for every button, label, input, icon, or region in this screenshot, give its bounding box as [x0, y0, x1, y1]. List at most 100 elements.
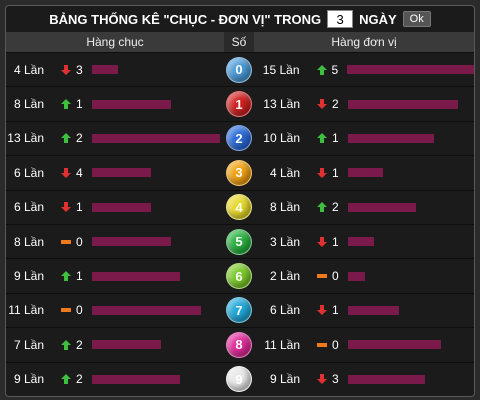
digit-cell: 1: [224, 91, 254, 118]
digit-ball: 5: [226, 228, 252, 255]
table-row: 8 Lần 1 1 13 Lần 2: [6, 86, 474, 120]
donvi-cell: 3 Lần 1: [254, 225, 474, 258]
donvi-times: 6 Lần: [269, 303, 300, 318]
digit-ball: 1: [226, 91, 252, 118]
donvi-times: 11 Lần: [264, 337, 300, 352]
donvi-cell: 4 Lần 1: [254, 156, 474, 189]
down-trend-icon: [60, 201, 72, 213]
up-trend-icon: [60, 373, 72, 385]
chuc-times: 9 Lần: [13, 372, 44, 387]
col-header-donvi: Hàng đơn vị: [331, 35, 397, 49]
chuc-count: 0: [76, 303, 83, 318]
up-trend-icon: [316, 64, 328, 76]
chuc-bar: [92, 133, 220, 143]
up-trend-icon: [60, 98, 72, 110]
chuc-count: 1: [76, 269, 83, 284]
chuc-times: 7 Lần: [13, 337, 44, 352]
digit-cell: 4: [224, 194, 254, 221]
chuc-times: 6 Lần: [13, 200, 44, 215]
chuc-cell: 9 Lần 1: [6, 259, 224, 292]
donvi-bar: [348, 374, 425, 384]
table-row: 7 Lần 2 8 11 Lần 0: [6, 327, 474, 361]
donvi-cell: 13 Lần 2: [254, 87, 474, 120]
donvi-times: 15 Lần: [262, 62, 300, 77]
chuc-count: 2: [76, 131, 83, 146]
donvi-count: 2: [332, 200, 339, 215]
chuc-cell: 8 Lần 0: [6, 225, 224, 258]
down-trend-icon: [316, 167, 328, 179]
chuc-bar: [92, 374, 180, 384]
donvi-times: 4 Lần: [269, 165, 300, 180]
same-trend-icon: [316, 339, 328, 351]
column-headers: Hàng chục Số Hàng đơn vị: [6, 32, 474, 52]
chuc-count: 4: [76, 165, 83, 180]
table-row: 9 Lần 1 6 2 Lần 0: [6, 258, 474, 292]
donvi-cell: 9 Lần 3: [254, 363, 474, 396]
chuc-bar: [92, 99, 171, 109]
up-trend-icon: [60, 132, 72, 144]
chuc-count: 2: [76, 337, 83, 352]
donvi-count: 1: [332, 131, 339, 146]
digit-cell: 7: [224, 297, 254, 324]
down-trend-icon: [60, 167, 72, 179]
donvi-cell: 11 Lần 0: [254, 328, 474, 361]
digit-cell: 5: [224, 228, 254, 255]
donvi-count: 1: [332, 165, 339, 180]
donvi-count: 0: [332, 269, 339, 284]
table-row: 4 Lần 3 0 15 Lần 5: [6, 52, 474, 86]
chuc-count: 3: [76, 62, 83, 77]
chuc-cell: 8 Lần 1: [6, 87, 224, 120]
donvi-bar: [348, 99, 458, 109]
chuc-bar: [92, 340, 161, 350]
donvi-times: 2 Lần: [269, 269, 300, 284]
donvi-bar: [348, 340, 441, 350]
chuc-bar: [92, 168, 151, 178]
donvi-cell: 15 Lần 5: [254, 53, 474, 86]
donvi-bar: [347, 65, 474, 75]
donvi-count: 5: [331, 62, 339, 77]
down-trend-icon: [316, 98, 328, 110]
stats-table-body: 4 Lần 3 0 15 Lần 5 8 Lần 1 1 13 Lần 2 13 Lần 2 2 10 L…: [6, 52, 474, 396]
same-trend-icon: [60, 236, 72, 248]
up-trend-icon: [316, 132, 328, 144]
chuc-bar: [92, 271, 180, 281]
table-row: 6 Lần 1 4 8 Lần 2: [6, 189, 474, 224]
chuc-bar: [92, 202, 151, 212]
digit-cell: 8: [224, 331, 254, 358]
chuc-cell: 6 Lần 4: [6, 156, 224, 189]
down-trend-icon: [316, 373, 328, 385]
ok-button[interactable]: Ok: [402, 11, 431, 27]
donvi-times: 9 Lần: [269, 372, 300, 387]
down-trend-icon: [60, 64, 72, 76]
digit-ball: 7: [226, 297, 252, 324]
chuc-times: 6 Lần: [13, 165, 44, 180]
days-input[interactable]: [327, 10, 354, 28]
header-title: BẢNG THỐNG KÊ "CHỤC - ĐƠN VỊ" TRONG: [49, 11, 322, 27]
chuc-cell: 11 Lần 0: [6, 294, 224, 327]
digit-ball: 3: [226, 159, 252, 186]
digit-ball: 0: [226, 56, 252, 83]
donvi-bar: [348, 271, 365, 281]
chuc-times: 8 Lần: [13, 97, 44, 112]
digit-ball: 2: [226, 125, 252, 152]
chuc-bar: [92, 65, 118, 75]
donvi-times: 3 Lần: [269, 234, 300, 249]
col-header-so: Số: [224, 32, 254, 52]
digit-cell: 2: [224, 125, 254, 152]
up-trend-icon: [60, 270, 72, 282]
table-row: 8 Lần 0 5 3 Lần 1: [6, 223, 474, 258]
same-trend-icon: [316, 270, 328, 282]
donvi-count: 1: [332, 303, 339, 318]
digit-ball: 4: [226, 194, 252, 221]
chuc-count: 1: [76, 97, 83, 112]
donvi-bar: [348, 168, 383, 178]
donvi-count: 0: [332, 337, 339, 352]
donvi-times: 8 Lần: [269, 200, 300, 215]
donvi-cell: 2 Lần 0: [254, 259, 474, 292]
chuc-bar: [92, 237, 171, 247]
same-trend-icon: [60, 304, 72, 316]
donvi-cell: 8 Lần 2: [254, 191, 474, 224]
chuc-cell: 13 Lần 2: [6, 122, 224, 155]
donvi-bar: [348, 133, 434, 143]
chuc-cell: 4 Lần 3: [6, 53, 224, 86]
